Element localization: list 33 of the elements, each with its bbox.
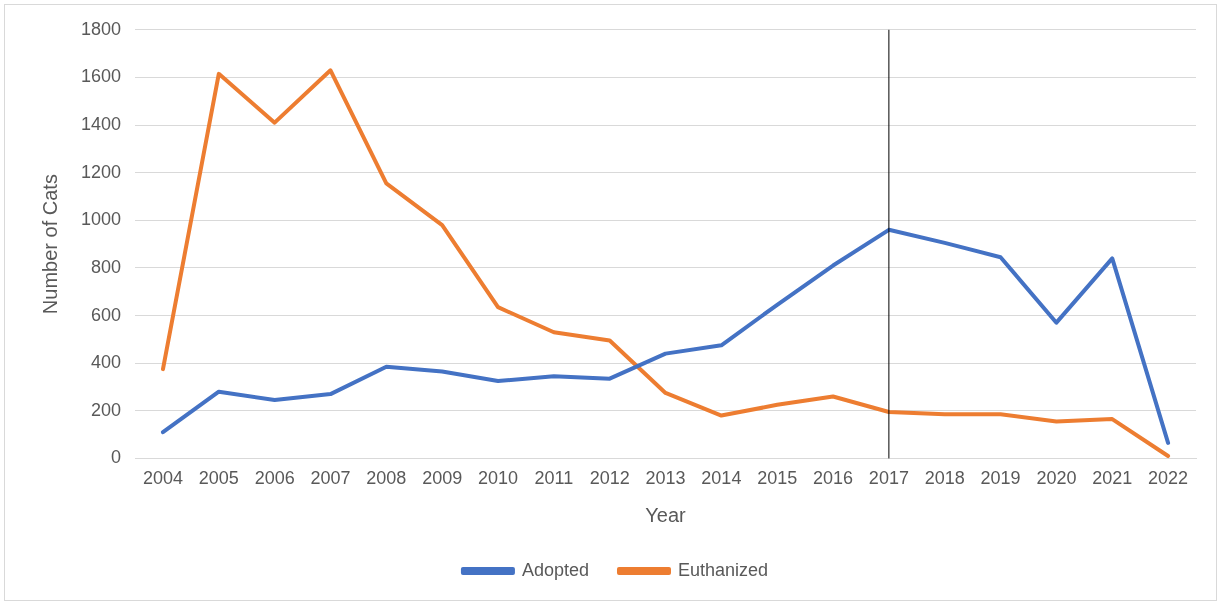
x-tick-label: 2012: [589, 468, 630, 489]
legend-label: Euthanized: [678, 559, 769, 580]
y-tick-label: 800: [91, 256, 122, 277]
x-tick-label: 2020: [1036, 468, 1077, 489]
y-tick-label: 1800: [81, 18, 122, 39]
legend-label: Adopted: [521, 559, 589, 580]
x-tick-label: 2021: [1092, 468, 1133, 489]
y-tick-label: 200: [91, 399, 122, 420]
x-tick-label: 2006: [254, 468, 295, 489]
y-tick-label: 0: [111, 447, 122, 468]
x-tick-label: 2022: [1148, 468, 1189, 489]
x-tick-label: 2011: [534, 468, 574, 489]
x-tick-label: 2014: [701, 468, 742, 489]
y-tick-label: 400: [91, 352, 122, 373]
x-tick-label: 2018: [924, 468, 965, 489]
x-tick-label: 2008: [366, 468, 407, 489]
x-tick-label: 2005: [198, 468, 239, 489]
x-tick-label: 2017: [868, 468, 909, 489]
x-tick-label: 2019: [980, 468, 1021, 489]
x-tick-label: 2009: [422, 468, 463, 489]
x-axis-title: Year: [645, 503, 687, 526]
y-axis-title: Number of Cats: [38, 174, 61, 315]
x-tick-label: 2007: [310, 468, 351, 489]
y-tick-label: 1600: [81, 66, 122, 87]
y-tick-label: 1000: [81, 209, 122, 230]
y-tick-label: 1400: [81, 114, 122, 135]
y-tick-label: 600: [91, 304, 122, 325]
x-tick-label: 2016: [813, 468, 854, 489]
y-tick-label: 1200: [81, 161, 122, 182]
x-tick-label: 2004: [142, 468, 183, 489]
x-tick-label: 2015: [757, 468, 798, 489]
x-tick-label: 2010: [477, 468, 519, 489]
x-tick-label: 2013: [645, 468, 686, 489]
